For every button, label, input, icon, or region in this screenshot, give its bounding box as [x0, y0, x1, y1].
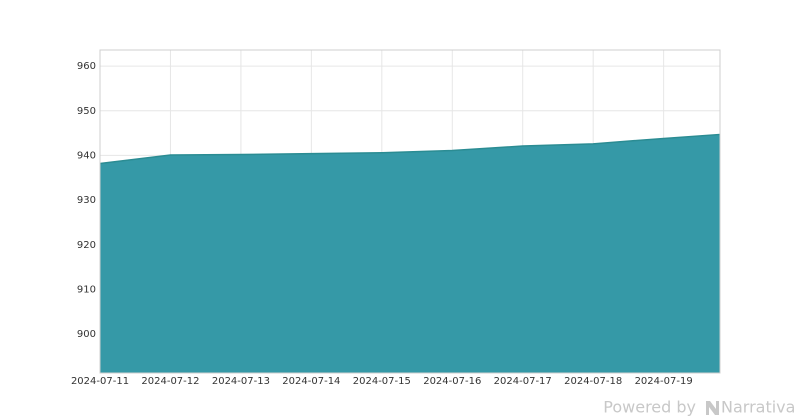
- y-tick-label: 910: [77, 284, 96, 295]
- y-tick-label: 940: [77, 150, 96, 161]
- x-tick-label: 2024-07-13: [212, 376, 270, 387]
- x-tick-label: 2024-07-11: [71, 376, 129, 387]
- plot-border: [99, 49, 721, 374]
- x-tick-label: 2024-07-12: [141, 376, 199, 387]
- x-tick-label: 2024-07-18: [564, 376, 622, 387]
- y-tick-label: 900: [77, 329, 96, 340]
- x-tick-label: 2024-07-19: [635, 376, 693, 387]
- x-tick-label: 2024-07-17: [494, 376, 552, 387]
- y-tick-label: 960: [77, 61, 96, 72]
- x-tick-label: 2024-07-15: [353, 376, 411, 387]
- y-tick-label: 920: [77, 240, 96, 251]
- area-line: [99, 133, 721, 165]
- y-tick-label: 950: [77, 106, 96, 117]
- brand-logo: [706, 401, 719, 415]
- area: [100, 134, 720, 373]
- footer-prefix: Powered by: [603, 398, 696, 417]
- x-tick-label: 2024-07-14: [282, 376, 340, 387]
- footer-brand: Narrativa: [721, 398, 795, 417]
- x-tick-label: 2024-07-16: [423, 376, 481, 387]
- y-tick-label: 930: [77, 195, 96, 206]
